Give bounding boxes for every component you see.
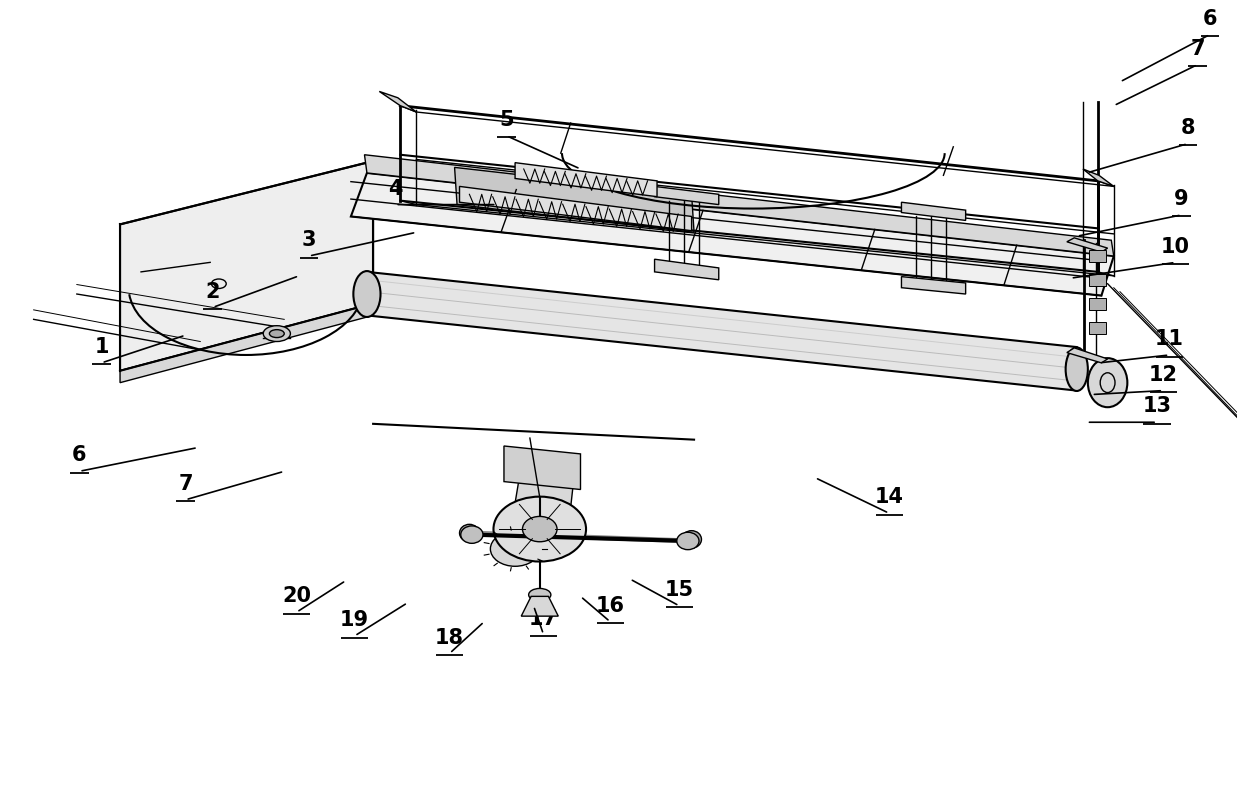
Text: 3: 3 — [301, 230, 316, 250]
Bar — [1089, 322, 1106, 334]
Bar — [1089, 274, 1106, 286]
Text: 11: 11 — [1154, 329, 1184, 349]
Polygon shape — [515, 163, 657, 197]
Polygon shape — [365, 155, 1114, 256]
Ellipse shape — [677, 532, 699, 550]
Text: 18: 18 — [435, 627, 464, 647]
Ellipse shape — [1087, 358, 1127, 407]
Text: 6: 6 — [1203, 9, 1218, 29]
Text: 13: 13 — [1142, 396, 1172, 416]
Polygon shape — [655, 186, 719, 205]
Text: 1: 1 — [94, 337, 109, 357]
Text: 16: 16 — [595, 596, 625, 616]
Ellipse shape — [490, 532, 539, 567]
Polygon shape — [521, 596, 558, 616]
Text: 7: 7 — [1190, 39, 1205, 59]
Text: 5: 5 — [500, 110, 513, 130]
Ellipse shape — [461, 526, 482, 544]
Polygon shape — [655, 259, 719, 280]
Polygon shape — [120, 161, 373, 371]
Bar — [1089, 250, 1106, 262]
Polygon shape — [901, 277, 966, 294]
Polygon shape — [455, 167, 694, 232]
Text: 14: 14 — [874, 488, 904, 508]
Ellipse shape — [353, 271, 381, 317]
Ellipse shape — [528, 588, 551, 601]
Polygon shape — [460, 186, 692, 230]
Text: 9: 9 — [1174, 189, 1189, 209]
Text: 7: 7 — [179, 474, 192, 494]
Polygon shape — [901, 202, 966, 221]
Ellipse shape — [263, 326, 290, 342]
Ellipse shape — [522, 516, 557, 542]
Polygon shape — [351, 173, 1114, 296]
Text: 6: 6 — [72, 446, 87, 465]
Text: 4: 4 — [388, 179, 403, 198]
Bar — [1089, 298, 1106, 310]
Text: 10: 10 — [1161, 237, 1190, 257]
Polygon shape — [503, 446, 580, 489]
Text: 2: 2 — [206, 281, 219, 301]
Polygon shape — [120, 304, 373, 383]
Polygon shape — [1083, 169, 1114, 186]
Ellipse shape — [1065, 347, 1087, 391]
Polygon shape — [1066, 347, 1107, 363]
Ellipse shape — [460, 524, 480, 542]
Text: 20: 20 — [281, 587, 311, 607]
Text: 17: 17 — [529, 609, 558, 629]
Polygon shape — [379, 92, 417, 112]
Ellipse shape — [494, 497, 587, 562]
Polygon shape — [367, 272, 1076, 391]
Text: 15: 15 — [665, 580, 694, 600]
Text: 8: 8 — [1180, 118, 1195, 138]
Ellipse shape — [269, 330, 284, 338]
Text: 12: 12 — [1148, 365, 1178, 385]
Polygon shape — [515, 481, 573, 508]
Ellipse shape — [682, 531, 702, 548]
Polygon shape — [1066, 238, 1107, 252]
Text: 19: 19 — [340, 611, 370, 630]
